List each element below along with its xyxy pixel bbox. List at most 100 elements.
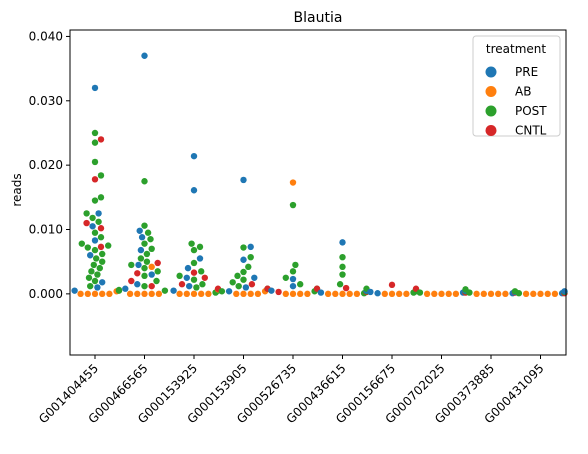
point-post	[199, 281, 206, 288]
plot-frame	[69, 29, 567, 356]
point-cntl	[178, 281, 186, 288]
point-ab	[339, 290, 346, 298]
point-pre	[95, 210, 102, 217]
point-cntl	[148, 282, 155, 290]
point-ab	[388, 290, 396, 298]
point-post	[297, 281, 304, 288]
point-post	[99, 258, 106, 265]
point-ab	[403, 290, 410, 298]
point-post	[147, 235, 154, 243]
point-post	[282, 274, 289, 281]
point-ab	[381, 290, 388, 298]
point-post	[190, 276, 198, 283]
point-ab	[233, 290, 240, 298]
point-ab	[473, 290, 480, 298]
point-post	[89, 214, 96, 222]
point-post	[240, 244, 247, 251]
point-ab	[423, 290, 431, 298]
point-ab	[176, 290, 183, 298]
point-post	[90, 261, 98, 269]
legend-marker-cntl	[485, 125, 497, 136]
point-pre	[71, 287, 78, 294]
point-post	[235, 282, 242, 290]
point-ab	[183, 290, 190, 298]
point-ab	[304, 290, 311, 298]
point-ab	[332, 290, 339, 298]
point-post	[137, 255, 145, 262]
point-pre	[374, 290, 381, 297]
point-pre	[240, 256, 247, 263]
point-ab	[544, 290, 551, 298]
point-ab	[240, 290, 247, 298]
point-ab	[91, 290, 99, 298]
point-pre	[141, 52, 148, 59]
point-ab	[247, 290, 254, 298]
point-ab	[487, 290, 495, 298]
point-pre	[190, 187, 198, 194]
point-post	[289, 201, 297, 209]
point-ab	[205, 290, 212, 298]
point-post	[240, 276, 247, 283]
point-post	[188, 240, 195, 247]
point-post	[105, 242, 112, 249]
point-pre	[94, 284, 101, 291]
point-post	[141, 178, 148, 185]
point-post	[190, 246, 198, 254]
point-cntl	[275, 288, 282, 296]
point-pre	[339, 239, 346, 246]
legend-label-post: POST	[515, 104, 547, 118]
legend-marker-ab	[485, 86, 497, 97]
point-post	[466, 289, 473, 296]
point-ab	[297, 290, 304, 298]
point-cntl	[83, 219, 90, 227]
point-post	[336, 281, 344, 288]
point-cntl	[97, 243, 105, 251]
point-ab	[522, 290, 530, 298]
y-tick-label: 0.020	[29, 158, 63, 172]
point-pre	[317, 289, 325, 296]
point-ab	[254, 290, 262, 298]
point-pre	[268, 287, 275, 294]
point-pre	[225, 288, 233, 295]
point-ab	[106, 290, 113, 298]
point-ab	[551, 290, 559, 298]
point-ab	[77, 290, 84, 298]
point-post	[91, 129, 99, 137]
point-cntl	[313, 285, 321, 292]
point-ab	[289, 290, 297, 298]
point-post	[99, 250, 106, 258]
chart-title: Blautia	[294, 10, 343, 26]
point-pre	[136, 227, 143, 234]
point-post	[83, 210, 90, 217]
point-pre	[289, 282, 297, 290]
point-post	[91, 229, 99, 236]
point-post	[143, 258, 151, 265]
point-post	[234, 272, 241, 280]
point-pre	[122, 285, 129, 292]
point-post	[97, 234, 105, 241]
point-pre	[247, 243, 254, 251]
point-post	[141, 264, 148, 272]
point-ab	[198, 290, 205, 298]
point-post	[416, 289, 424, 296]
point-post	[91, 246, 99, 254]
point-post	[292, 261, 299, 269]
point-ab	[396, 290, 403, 298]
point-post	[141, 240, 148, 247]
point-ab	[126, 290, 134, 298]
point-pre	[170, 287, 177, 294]
point-cntl	[190, 269, 198, 276]
point-pre	[99, 279, 106, 286]
point-ab	[84, 290, 92, 298]
point-post	[240, 268, 247, 276]
point-post	[154, 268, 161, 275]
point-pre	[184, 264, 192, 272]
point-ab	[148, 290, 155, 298]
point-ab	[530, 290, 537, 298]
point-pre	[367, 288, 374, 296]
point-post	[515, 290, 523, 297]
point-ab	[502, 290, 509, 298]
y-axis: 0.000 0.010 0.020 0.030 0.040	[29, 29, 70, 301]
point-post	[339, 271, 346, 278]
points-layer	[71, 52, 568, 298]
